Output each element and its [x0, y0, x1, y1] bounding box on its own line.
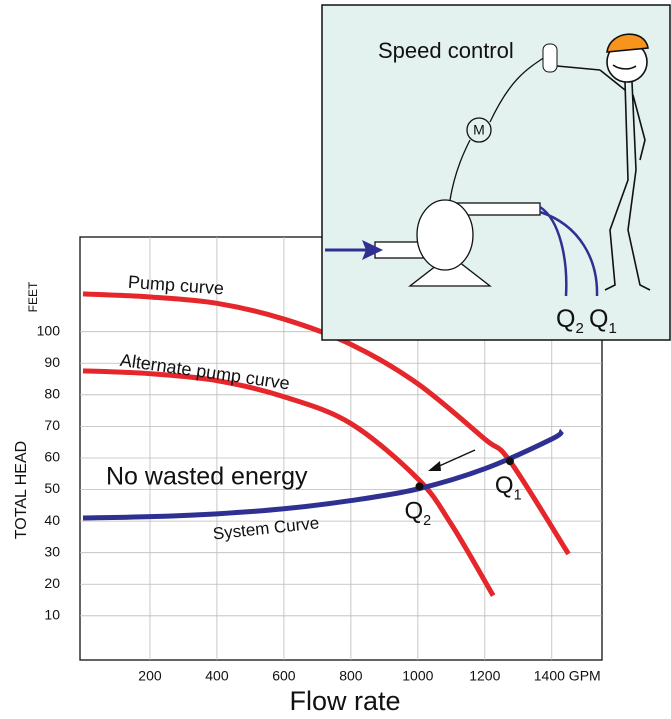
- q-letter: Q: [589, 305, 608, 333]
- q-subscript: 1: [514, 487, 522, 503]
- arrow-head: [428, 461, 441, 471]
- annotation: No wasted energy: [106, 463, 308, 491]
- inset-labels: Q2 Q1: [556, 305, 617, 337]
- y-axis-title: TOTAL HEAD: [13, 441, 30, 539]
- y-unit: FEET: [26, 281, 40, 312]
- curve: [82, 368, 496, 597]
- y-tick-label: 100: [37, 322, 61, 338]
- operating-point: [505, 457, 514, 466]
- operator: [599, 33, 651, 291]
- y-tick-label: 80: [44, 386, 60, 402]
- q-label: Q2: [556, 305, 584, 337]
- wire: [449, 139, 471, 201]
- motor: [466, 117, 492, 143]
- x-tick-label: 400: [205, 668, 229, 684]
- q-letter: Q: [405, 498, 424, 525]
- x-tick-label: 1200: [469, 668, 500, 684]
- x-tick-label: 1000: [402, 668, 433, 684]
- y-tick-label: 70: [44, 417, 60, 433]
- x-tick-label: 200: [138, 668, 162, 684]
- y-tick-label: 90: [44, 354, 60, 370]
- controller: [542, 43, 558, 73]
- q-subscript: 1: [608, 320, 616, 337]
- arrow: [436, 449, 476, 468]
- inset-title: Speed control: [378, 38, 514, 63]
- q-label: Q1: [495, 472, 522, 503]
- curve: [82, 428, 564, 521]
- wire: [489, 54, 549, 123]
- y-tick-label: 30: [44, 543, 60, 559]
- x-tick-label: 600: [272, 668, 296, 684]
- inset: Speed control M Q2 Q1: [321, 4, 671, 341]
- discharge-q2: [539, 205, 568, 297]
- q-subscript: 2: [575, 320, 583, 337]
- curve: [82, 291, 571, 556]
- y-tick-label: 50: [44, 480, 60, 496]
- flow-arrow-head: [362, 240, 383, 260]
- q-label: Q1: [589, 305, 617, 337]
- y-tick-label: 10: [44, 607, 60, 623]
- q-label: Q2: [405, 498, 432, 529]
- x-tick-label: 800: [339, 668, 363, 684]
- operating-point: [415, 482, 424, 491]
- q-subscript: 2: [423, 513, 431, 529]
- motor-label: M: [473, 122, 485, 138]
- discharge-q1: [539, 210, 599, 297]
- y-tick-label: 20: [44, 575, 60, 591]
- q-letter: Q: [495, 472, 514, 499]
- y-tick-label: 60: [44, 449, 60, 465]
- arm: [556, 65, 601, 71]
- pump-base: [408, 254, 492, 287]
- q-letter: Q: [556, 305, 575, 333]
- x-axis-title: Flow rate: [289, 686, 400, 716]
- y-tick-label: 40: [44, 512, 60, 528]
- x-tick-label: 1400 GPM: [534, 668, 601, 684]
- pump: [416, 199, 474, 271]
